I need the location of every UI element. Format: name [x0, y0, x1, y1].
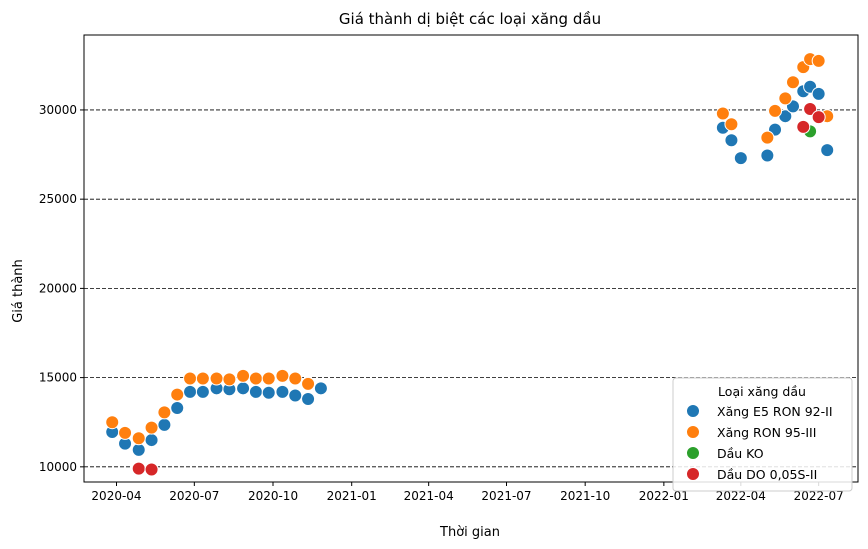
data-point — [786, 75, 801, 90]
x-tick-label: 2022-07 — [794, 489, 844, 503]
series-3 — [131, 102, 826, 477]
x-tick-label: 2021-01 — [327, 489, 377, 503]
legend-marker — [686, 446, 700, 460]
data-point — [760, 130, 775, 145]
legend-label: Dầu DO 0,05S-II — [717, 467, 817, 482]
data-point — [195, 371, 210, 386]
legend-box — [672, 377, 853, 492]
data-point — [724, 117, 739, 132]
data-point — [301, 392, 316, 407]
data-point — [248, 371, 263, 386]
data-point — [715, 106, 730, 121]
chart-title: Giá thành dị biệt các loại xăng dầu — [339, 10, 601, 28]
legend-label: Xăng E5 RON 92-II — [717, 404, 833, 419]
data-point — [144, 462, 159, 477]
data-point — [118, 425, 133, 440]
legend-items: Xăng E5 RON 92-II Xăng RON 95-III Dầu KO Dầ… — [686, 404, 833, 482]
data-point — [760, 148, 775, 163]
data-point — [236, 381, 251, 396]
legend: Loại xăng dầu Xăng E5 RON 92-II Xăng RON … — [672, 377, 853, 492]
data-point — [144, 420, 159, 435]
data-point — [803, 102, 818, 117]
x-axis-ticks: 2020-04 2020-07 2020-10 2021-01 2021-04 2021-… — [91, 482, 844, 503]
data-point — [248, 384, 263, 399]
legend-marker — [686, 467, 700, 481]
x-tick-label: 2022-04 — [716, 489, 766, 503]
data-point — [288, 371, 303, 386]
data-point — [768, 103, 783, 118]
data-point — [131, 431, 146, 446]
data-point — [236, 368, 251, 383]
data-point — [778, 91, 793, 106]
data-point — [170, 400, 185, 415]
x-axis-label: Thời gian — [439, 525, 500, 540]
x-tick-label: 2022-01 — [639, 489, 689, 503]
data-point — [275, 384, 290, 399]
data-point — [105, 415, 120, 430]
data-point — [131, 442, 146, 457]
legend-title: Loại xăng dầu — [718, 384, 806, 399]
data-point — [301, 376, 316, 391]
data-point — [222, 372, 237, 387]
data-point — [157, 405, 172, 420]
y-tick-label: 10000 — [39, 460, 77, 474]
data-point — [157, 417, 172, 432]
data-point — [724, 133, 739, 148]
legend-marker — [686, 404, 700, 418]
data-point — [796, 119, 811, 134]
y-tick-label: 20000 — [39, 281, 77, 295]
x-tick-label: 2021-10 — [560, 489, 610, 503]
data-point — [261, 385, 276, 400]
x-tick-label: 2021-07 — [481, 489, 531, 503]
y-tick-label: 15000 — [39, 371, 77, 385]
data-point — [820, 143, 835, 158]
data-point — [131, 461, 146, 476]
data-point — [261, 371, 276, 386]
x-tick-label: 2020-04 — [91, 489, 141, 503]
data-point — [195, 384, 210, 399]
series-0 — [105, 79, 835, 457]
data-point — [183, 384, 198, 399]
data-point — [811, 53, 826, 68]
y-axis-label: Giá thành — [11, 259, 26, 323]
y-axis-ticks: 10000 15000 20000 25000 30000 — [39, 103, 84, 474]
y-tick-label: 25000 — [39, 192, 77, 206]
x-tick-label: 2021-04 — [404, 489, 454, 503]
legend-label: Xăng RON 95-III — [717, 425, 816, 440]
x-tick-label: 2020-07 — [169, 489, 219, 503]
data-point — [209, 371, 224, 386]
x-tick-label: 2020-10 — [248, 489, 298, 503]
data-point — [144, 433, 159, 448]
data-point — [811, 110, 826, 125]
data-point — [275, 368, 290, 383]
data-point — [811, 86, 826, 101]
legend-label: Dầu KO — [717, 446, 764, 461]
plot-area-frame — [83, 34, 859, 483]
legend-marker — [686, 425, 700, 439]
data-point — [733, 151, 748, 166]
data-point — [183, 371, 198, 386]
data-point — [170, 387, 185, 402]
data-point — [288, 388, 303, 403]
y-tick-label: 30000 — [39, 103, 77, 117]
data-points — [105, 52, 835, 477]
data-point — [313, 381, 328, 396]
